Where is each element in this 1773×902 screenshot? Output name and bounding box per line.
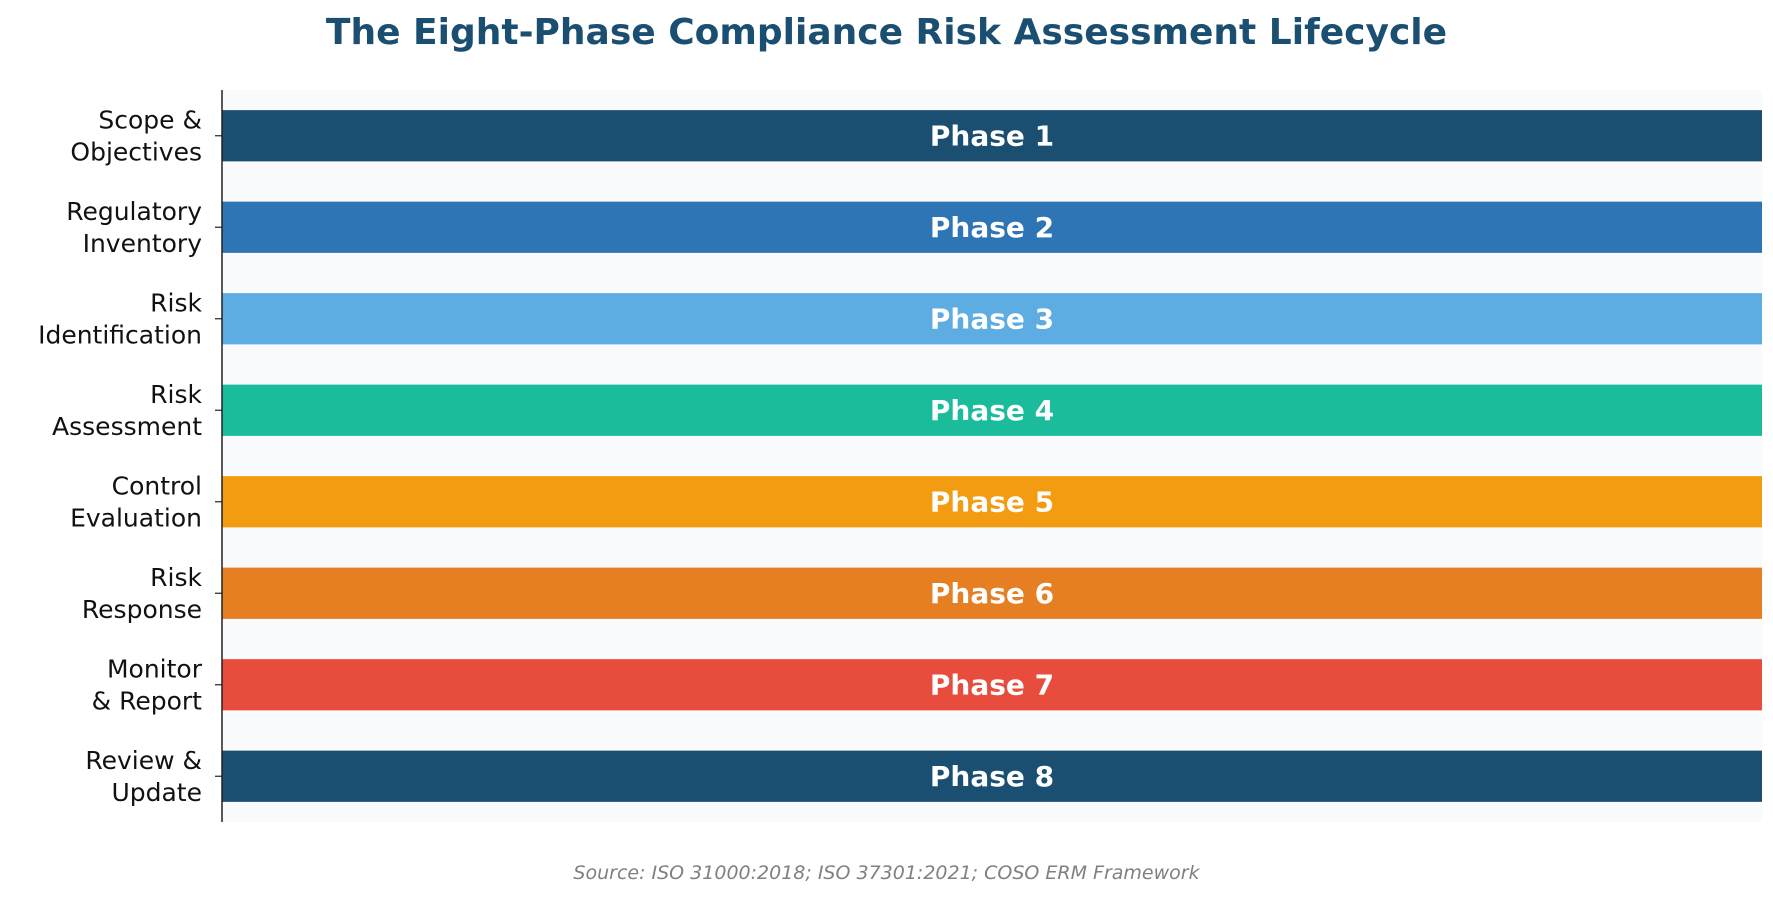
y-tick-label: Risk Response <box>82 563 203 624</box>
bar-label-phase-5: Phase 5 <box>930 485 1054 518</box>
bar-label-phase-6: Phase 6 <box>930 577 1054 610</box>
y-tick-label: Control Evaluation <box>70 471 202 532</box>
bar-label-phase-1: Phase 1 <box>930 119 1054 152</box>
y-tick-label: Regulatory Inventory <box>66 197 202 258</box>
bar-phase-7 <box>222 659 1762 711</box>
bar-label-phase-4: Phase 4 <box>930 394 1054 427</box>
bar-label-phase-8: Phase 8 <box>930 760 1054 793</box>
y-tick-label: Risk Identification <box>38 288 202 349</box>
bars-group <box>222 110 1762 802</box>
bar-labels-group: Phase 1 Phase 2 Phase 3 Phase 4 Phase 5 Phase… <box>930 119 1054 793</box>
plot-area <box>222 90 1762 822</box>
bar-phase-2 <box>222 201 1762 253</box>
y-tick-label: Scope & Objectives <box>70 105 202 166</box>
bar-label-phase-3: Phase 3 <box>930 302 1054 335</box>
bar-phase-5 <box>222 476 1762 528</box>
y-tick-label: Review & Update <box>85 746 202 807</box>
bar-phase-1 <box>222 110 1762 162</box>
chart-title: The Eight-Phase Compliance Risk Assessme… <box>325 12 1448 53</box>
source-note: Source: ISO 31000:2018; ISO 37301:2021; … <box>573 862 1200 884</box>
y-axis-ticks: Scope & Objectives Regulatory Inventory Risk… <box>38 105 222 807</box>
bar-phase-8 <box>222 750 1762 802</box>
bar-label-phase-2: Phase 2 <box>930 211 1054 244</box>
y-tick-label: Risk Assessment <box>52 380 202 441</box>
bar-phase-4 <box>222 384 1762 436</box>
bar-label-phase-7: Phase 7 <box>930 668 1054 701</box>
bar-phase-3 <box>222 293 1762 345</box>
bar-phase-6 <box>222 567 1762 619</box>
y-tick-label: Monitor & Report <box>92 654 203 715</box>
